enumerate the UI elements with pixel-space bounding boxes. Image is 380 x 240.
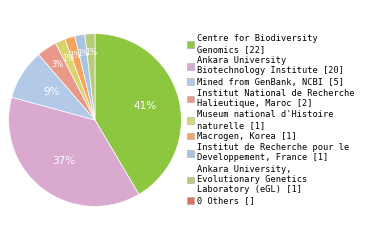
- Wedge shape: [39, 43, 95, 120]
- Wedge shape: [12, 54, 95, 120]
- Text: 1%: 1%: [62, 54, 74, 63]
- Wedge shape: [65, 36, 95, 120]
- Wedge shape: [75, 34, 95, 120]
- Text: 3%: 3%: [51, 60, 63, 69]
- Text: 1%: 1%: [77, 49, 89, 58]
- Text: 9%: 9%: [43, 87, 59, 97]
- Text: 1%: 1%: [70, 51, 81, 60]
- Text: 41%: 41%: [133, 101, 157, 111]
- Text: 37%: 37%: [52, 156, 75, 166]
- Wedge shape: [95, 34, 181, 194]
- Wedge shape: [85, 34, 95, 120]
- Text: 1%: 1%: [85, 48, 97, 57]
- Legend: Centre for Biodiversity
Genomics [22], Ankara University
Biotechnology Institute: Centre for Biodiversity Genomics [22], A…: [187, 35, 355, 205]
- Wedge shape: [9, 97, 139, 206]
- Wedge shape: [55, 39, 95, 120]
